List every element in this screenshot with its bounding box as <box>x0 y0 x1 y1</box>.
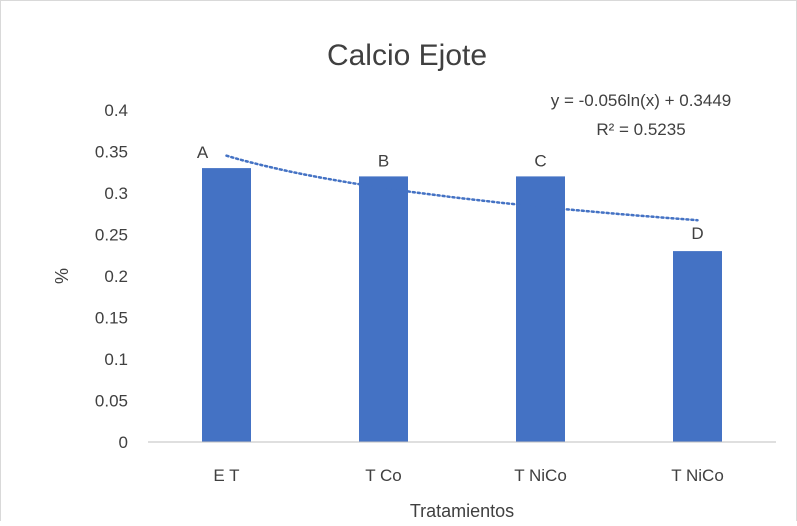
trendline-equation: y = -0.056ln(x) + 0.3449 <box>551 91 732 110</box>
bars <box>202 168 722 442</box>
y-tick-label: 0.15 <box>95 309 128 328</box>
x-tick-label: E T <box>213 466 239 485</box>
y-tick-label: 0.1 <box>104 350 128 369</box>
x-tick-label: T NiCo <box>671 466 724 485</box>
x-tick-label: T Co <box>365 466 402 485</box>
x-tick-labels: E T T Co T NiCo T NiCo <box>213 466 723 485</box>
bar <box>673 251 722 442</box>
y-axis-label: % <box>52 268 72 284</box>
bar <box>516 176 565 442</box>
chart-title: Calcio Ejote <box>327 39 487 72</box>
trendline <box>225 154 699 222</box>
x-tick-label: T NiCo <box>514 466 567 485</box>
bar <box>359 176 408 442</box>
y-tick-label: 0.35 <box>95 143 128 162</box>
y-tick-label: 0.05 <box>95 392 128 411</box>
y-tick-label: 0 <box>119 433 128 452</box>
trendline-r2: R² = 0.5235 <box>596 120 685 139</box>
bar-letter-labels: A B C D <box>197 143 704 243</box>
y-tick-label: 0.2 <box>104 267 128 286</box>
bar-letter-label: B <box>378 151 389 170</box>
bar-letter-label: D <box>691 224 703 243</box>
bar-letter-label: C <box>534 151 546 170</box>
x-axis-label: Tratamientos <box>410 501 514 521</box>
y-tick-labels: 0 0.05 0.1 0.15 0.2 0.25 0.3 0.35 0.4 <box>95 101 128 452</box>
y-tick-label: 0.25 <box>95 226 128 245</box>
bar-letter-label: A <box>197 143 209 162</box>
y-tick-label: 0.4 <box>104 101 128 120</box>
y-tick-label: 0.3 <box>104 184 128 203</box>
bar <box>202 168 251 442</box>
